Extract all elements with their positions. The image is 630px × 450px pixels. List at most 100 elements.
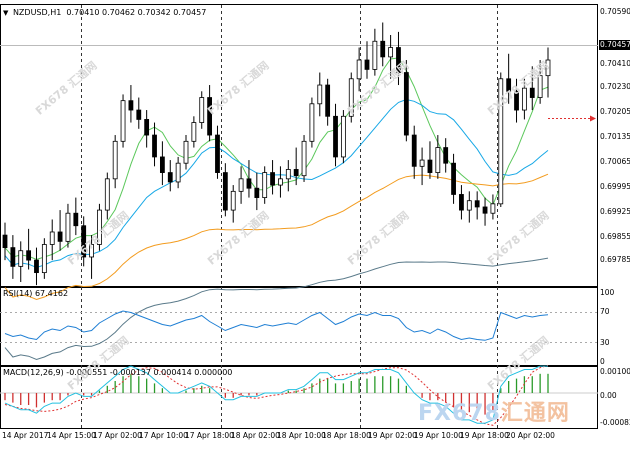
bear-candle-body [514,90,519,111]
bull-candle-body [348,78,354,117]
rsi-level-label: 100 [600,288,615,297]
rsi-title: RSI(14) 67.4162 [3,289,69,298]
macd-line [4,365,548,424]
bear-candle-body [396,47,401,73]
bear-candle-body [411,134,417,167]
ma-long-line [4,257,549,361]
bull-candle-body [183,140,189,164]
bear-candle-body [222,172,228,211]
macd-level-label: 0.001005 [600,367,630,376]
price-label: 0.70065 [600,157,630,166]
day-separators [81,5,498,428]
bear-candle-body [144,119,150,136]
bear-candle-body [293,169,299,177]
bull-candle-body [18,250,24,267]
price-label: 0.69785 [600,255,630,264]
bear-candle-body [333,115,338,158]
time-label: 18 Apr 18:00 [322,431,371,440]
bull-candle-body [97,209,102,245]
bear-candle-body [380,40,386,58]
symbol-ohlc: 0.70410 0.70462 0.70342 0.70457 [66,8,207,17]
bull-candle-body [191,122,197,142]
bull-candle-body [285,169,291,180]
ma-fast-line [4,57,549,261]
price-label: 0.70590 [600,7,630,16]
bull-candle-body [498,78,504,205]
moving-averages [4,57,549,361]
ma-mid-line [4,98,549,269]
rsi-line [4,310,549,341]
bull-candle-body [537,75,543,98]
price-label: 0.70230 [600,82,630,91]
macd-series [4,364,549,426]
bear-candle-body [427,159,433,173]
bear-candle-body [403,72,409,136]
bull-candle-body [278,178,283,186]
bear-candle-body [254,187,260,198]
bear-candle-body [443,147,449,164]
price-label: 0.69925 [600,207,630,216]
bull-candle-body [317,84,323,105]
bear-candle-body [81,225,87,258]
macd-panel-frame [0,366,598,429]
price-label: 0.69855 [600,232,630,241]
price-label: 0.69995 [600,182,630,191]
time-label: 20 Apr 02:00 [506,431,555,440]
time-label: 17 Apr 02:00 [93,431,142,440]
bull-candle-body [356,59,362,80]
bull-candle-body [419,159,425,167]
bear-candle-body [246,178,252,189]
bull-candle-body [41,244,47,274]
bull-candle-body [490,203,496,214]
bull-candle-body [238,178,244,192]
bear-candle-body [136,109,142,120]
rsi-level-label: 70 [600,307,610,316]
bull-candle-body [301,140,307,177]
bear-candle-body [325,84,331,117]
macd-signal-line [4,364,549,426]
rsi-level-label: 0 [600,357,605,366]
time-label: 19 Apr 02:00 [368,431,417,440]
bear-candle-body [10,247,16,267]
time-label: 19 Apr 10:00 [414,431,463,440]
macd-level-label: 0.00 [600,391,617,400]
bear-candle-body [482,206,488,214]
rsi-level-label: 30 [600,338,610,347]
bear-candle-body [529,87,535,98]
brand-watermark-latin: FX678 [418,401,501,426]
candlestick-series [2,22,551,286]
macd-level-label: -0.000827 [600,418,630,427]
bear-candle-body [159,156,165,173]
symbol-name: NZDUSD,H1 [12,8,62,17]
bear-candle-body [270,172,275,186]
bull-candle-body [175,162,181,183]
bull-candle-body [112,140,118,180]
price-label: 0.70205 [600,107,630,116]
bull-candle-body [466,200,472,211]
current-price-tag: 0.70457 [599,40,630,50]
rsi-series [4,310,549,341]
bull-candle-body [340,115,346,158]
dropdown-triangle-icon[interactable]: ▼ [3,9,9,17]
bull-candle-body [388,47,394,58]
bull-candle-body [230,190,236,211]
bull-candle-body [435,147,441,173]
bull-candle-body [521,87,527,111]
main-panel-frame [0,4,598,287]
bear-candle-body [57,231,63,242]
bear-candle-body [364,59,370,70]
bear-candle-body [207,97,213,136]
bull-candle-body [372,40,378,70]
bear-candle-body [451,162,456,195]
time-label: 17 Apr 18:00 [185,431,234,440]
bear-candle-body [26,250,32,261]
bear-candle-body [506,78,512,92]
bear-candle-body [167,172,173,183]
time-label: 18 Apr 10:00 [277,431,326,440]
brand-watermark-cjk: 汇通网 [500,401,570,426]
time-label: 14 Apr 2017 [2,431,49,440]
time-label: 14 Apr 15:00 [47,431,96,440]
bull-candle-body [309,103,315,142]
bear-candle-body [474,200,480,208]
